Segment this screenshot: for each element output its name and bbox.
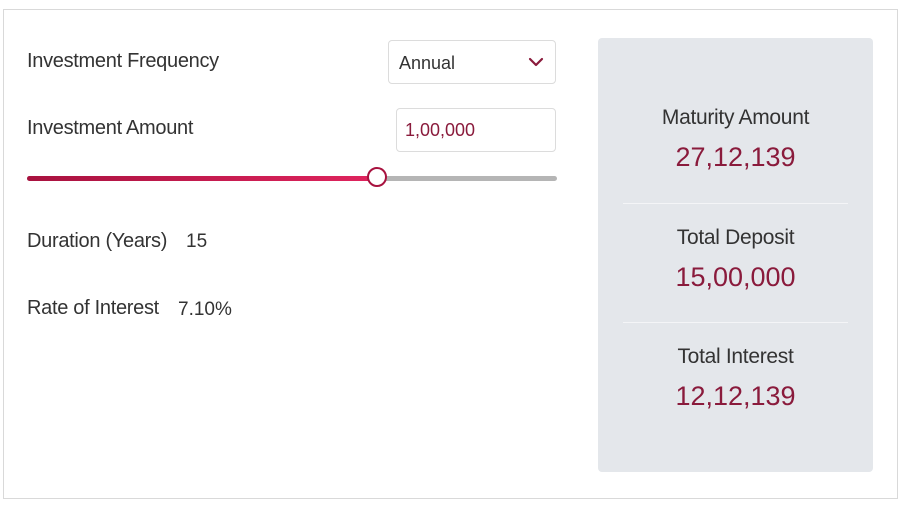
- total-interest-label: Total Interest: [677, 345, 794, 368]
- total-interest-value: 12,12,139: [675, 381, 796, 411]
- investment-amount-slider[interactable]: [27, 167, 557, 187]
- chevron-down-icon: [528, 57, 544, 67]
- maturity-amount-block: Maturity Amount 27,12,139: [598, 106, 873, 173]
- slider-fill: [27, 176, 377, 181]
- slider-thumb[interactable]: [366, 167, 387, 187]
- investment-amount-input[interactable]: [396, 108, 556, 152]
- investment-frequency-label: Investment Frequency: [27, 50, 219, 72]
- divider: [623, 203, 848, 204]
- divider: [623, 322, 848, 323]
- duration-label: Duration (Years): [27, 230, 168, 252]
- results-panel: Maturity Amount 27,12,139 Total Deposit …: [598, 38, 873, 472]
- total-deposit-label: Total Deposit: [676, 226, 795, 249]
- rate-of-interest-label: Rate of Interest: [27, 297, 159, 319]
- maturity-amount-label: Maturity Amount: [661, 106, 810, 129]
- rate-of-interest-value: 7.10%: [178, 299, 232, 320]
- investment-frequency-value: Annual: [399, 53, 456, 73]
- investment-amount-label: Investment Amount: [27, 117, 194, 139]
- maturity-amount-value: 27,12,139: [675, 142, 796, 172]
- investment-frequency-select[interactable]: Annual: [388, 40, 556, 84]
- total-deposit-value: 15,00,000: [675, 262, 796, 292]
- duration-value: 15: [186, 231, 208, 252]
- total-interest-block: Total Interest 12,12,139: [598, 345, 873, 412]
- total-deposit-block: Total Deposit 15,00,000: [598, 226, 873, 293]
